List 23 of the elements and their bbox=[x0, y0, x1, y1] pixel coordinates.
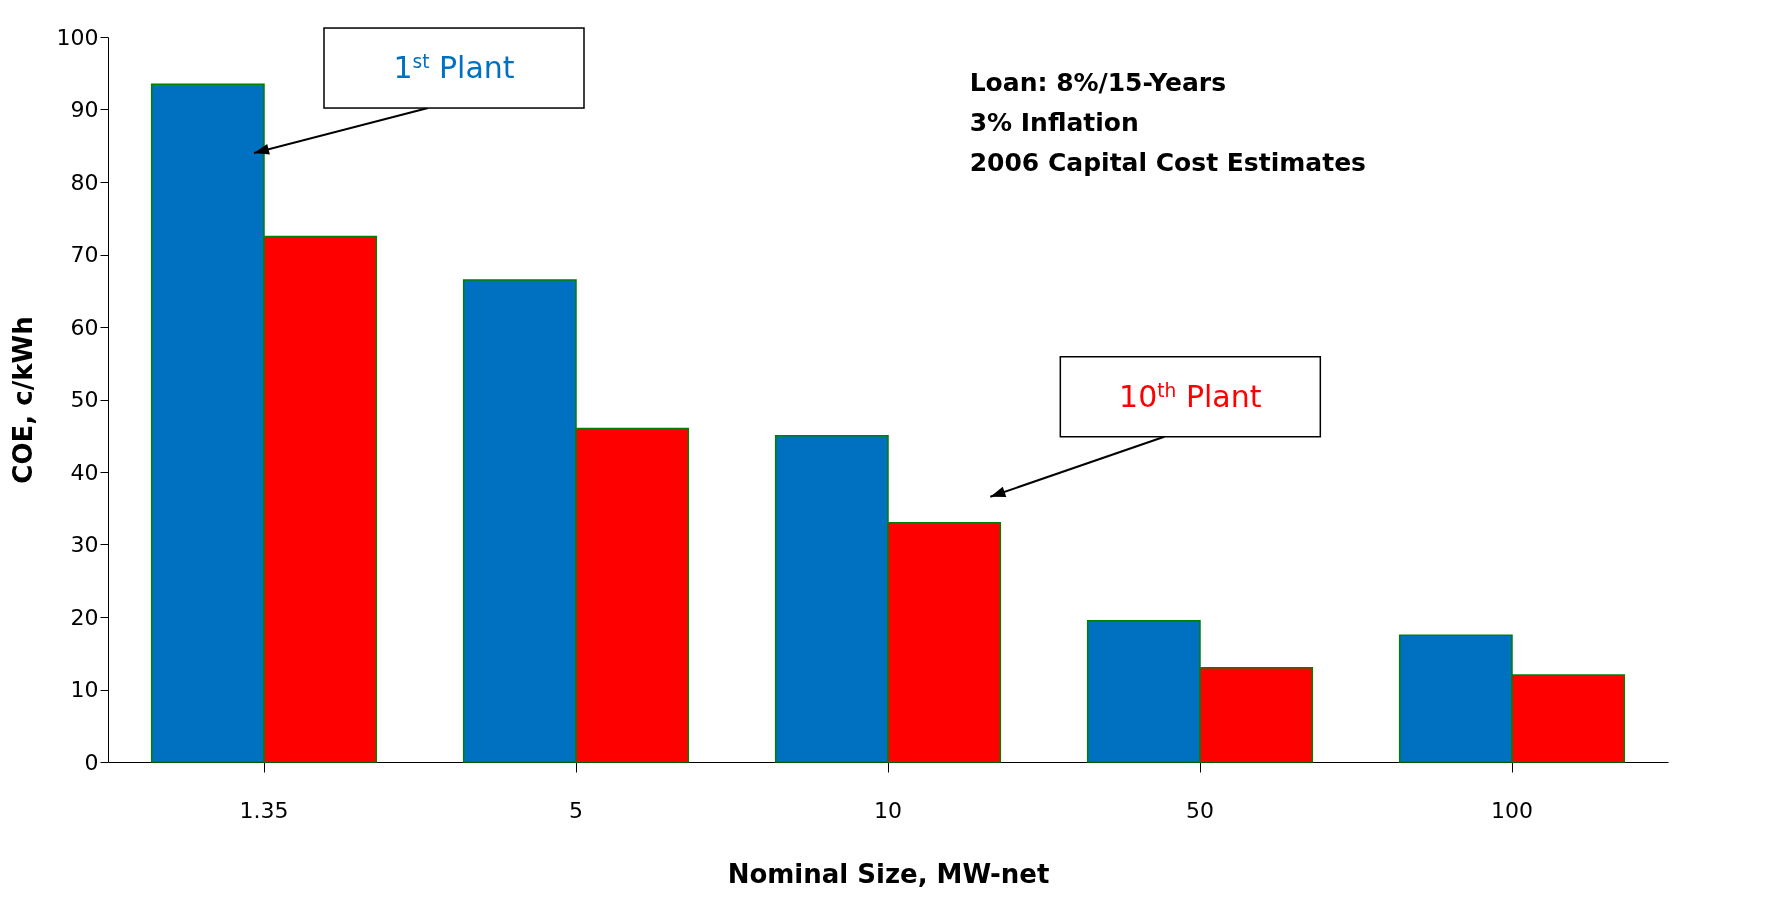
annotation: 2006 Capital Cost Estimates bbox=[969, 148, 1366, 177]
annotation: 3% Inflation bbox=[969, 108, 1139, 137]
annotation: Loan: 8%/15-Years bbox=[969, 68, 1227, 97]
y-tick-label: 40 bbox=[70, 459, 99, 485]
y-tick-label: 90 bbox=[70, 97, 99, 122]
y-tick-label: 0 bbox=[84, 749, 99, 775]
y-tick-label: 10 bbox=[70, 677, 99, 702]
y-axis-title: COE, c/kWh bbox=[7, 316, 38, 484]
y-tick-label: 30 bbox=[70, 532, 99, 557]
y-tick-label: 60 bbox=[70, 314, 99, 340]
x-axis-title: Nominal Size, MW-net bbox=[727, 858, 1050, 889]
y-tick-label: 20 bbox=[70, 604, 99, 630]
x-tick-label: 10 bbox=[874, 797, 902, 823]
text: 1$^{st}$ Plant bbox=[393, 50, 515, 86]
y-tick-label: 100 bbox=[56, 24, 99, 50]
x-tick-label: 1.35 bbox=[239, 797, 289, 823]
x-tick-label: 50 bbox=[1186, 797, 1214, 823]
y-tick-label: 50 bbox=[70, 387, 99, 412]
x-tick-label: 5 bbox=[569, 797, 583, 823]
y-tick-label: 70 bbox=[70, 242, 99, 267]
y-tick-label: 80 bbox=[70, 169, 99, 195]
text: 10$^{th}$ Plant bbox=[1119, 378, 1262, 414]
x-tick-label: 100 bbox=[1491, 797, 1533, 823]
